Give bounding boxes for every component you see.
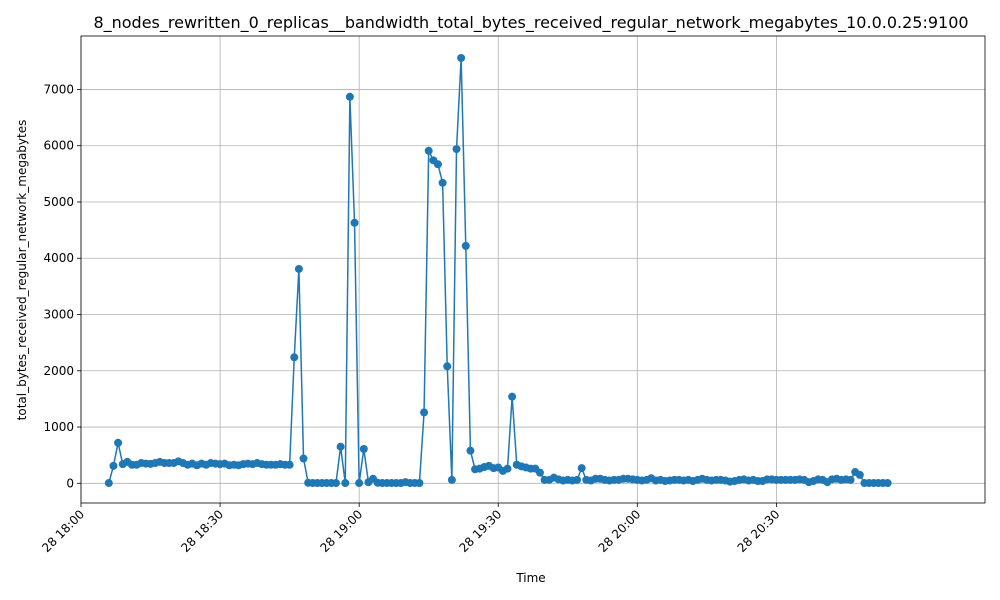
data-point-69 <box>424 146 433 155</box>
data-point-55 <box>359 444 368 453</box>
data-point-101 <box>573 475 582 484</box>
x-axis-label: Time <box>515 571 545 585</box>
data-point-102 <box>577 464 586 473</box>
data-point-160 <box>846 475 855 484</box>
x-tick-label-2: 28 19:00 <box>317 507 365 555</box>
data-point-78 <box>466 446 475 455</box>
grid-lines <box>80 36 985 503</box>
y-tick-label-2: 2000 <box>43 364 74 378</box>
x-axis: 28 18:00 28 18:30 28 19:00 28 19:30 28 20:00… <box>39 503 783 555</box>
y-tick-label-4: 4000 <box>43 251 74 265</box>
data-point-168 <box>883 479 892 488</box>
plot-frame <box>80 35 986 504</box>
data-point-0 <box>104 479 113 488</box>
data-point-73 <box>443 362 452 371</box>
y-tick-label-7: 7000 <box>43 82 74 96</box>
x-tick-label-5: 28 20:30 <box>735 507 783 555</box>
y-tick-label-1: 1000 <box>43 420 74 434</box>
data-point-72 <box>438 178 447 187</box>
y-axis-label: total_bytes_received_regular_network_meg… <box>15 120 29 421</box>
data-point-68 <box>420 408 429 417</box>
data-point-74 <box>447 475 456 484</box>
data-point-41 <box>294 264 303 273</box>
data-point-86 <box>503 464 512 473</box>
data-point-54 <box>355 479 364 488</box>
data-point-67 <box>415 479 424 488</box>
data-point-49 <box>331 479 340 488</box>
data-point-52 <box>345 92 354 101</box>
data-point-162 <box>855 470 864 479</box>
data-point-42 <box>299 454 308 463</box>
data-point-39 <box>285 460 294 469</box>
data-series <box>104 53 892 488</box>
chart-title: 8_nodes_rewritten_0_replicas__bandwidth_… <box>93 13 968 33</box>
data-point-1 <box>109 461 118 470</box>
x-tick-label-4: 28 20:00 <box>596 507 644 555</box>
x-tick-label-1: 28 18:30 <box>178 507 226 555</box>
data-point-75 <box>452 145 461 154</box>
data-point-71 <box>433 160 442 169</box>
data-point-51 <box>341 479 350 488</box>
data-point-93 <box>535 468 544 477</box>
data-point-87 <box>508 392 517 401</box>
y-tick-label-5: 5000 <box>43 195 74 209</box>
data-point-2 <box>114 438 123 447</box>
data-point-40 <box>290 353 299 362</box>
y-tick-label-6: 6000 <box>43 139 74 153</box>
y-tick-label-0: 0 <box>66 476 74 490</box>
x-tick-label-3: 28 19:30 <box>457 507 505 555</box>
data-point-77 <box>461 241 470 250</box>
x-tick-label-0: 28 18:00 <box>39 507 87 555</box>
data-point-50 <box>336 442 345 451</box>
y-tick-label-3: 3000 <box>43 308 74 322</box>
data-point-53 <box>350 218 359 227</box>
y-axis: 0 1000 2000 3000 4000 5000 6000 7000 <box>43 82 81 490</box>
data-point-76 <box>457 53 466 62</box>
